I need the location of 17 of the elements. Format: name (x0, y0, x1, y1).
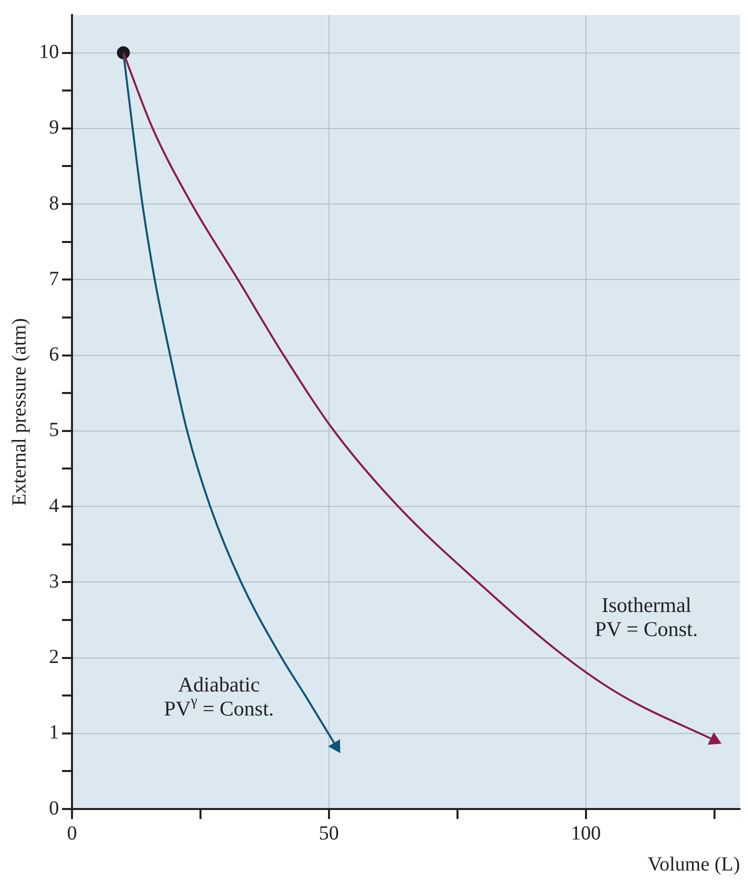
y-axis-title: External pressure (atm) (8, 318, 30, 506)
y-tick-label: 5 (49, 419, 59, 442)
y-tick-label: 3 (49, 570, 59, 592)
y-tick-label: 2 (49, 646, 59, 668)
y-tick-label: 7 (49, 268, 59, 290)
y-tick-label: 6 (49, 344, 59, 366)
annotation: Isothermal PV = Const. (594, 592, 698, 641)
y-tick-label: 8 (49, 192, 59, 214)
x-tick-label: 0 (67, 822, 77, 844)
y-tick-label: 10 (39, 41, 59, 64)
y-tick-label: 9 (49, 116, 59, 139)
y-tick-label: 4 (49, 494, 59, 517)
x-tick-label: 50 (318, 822, 339, 844)
y-tick-label: 1 (49, 722, 59, 744)
x-tick-label: 100 (570, 822, 601, 844)
x-axis-title: Volume (L) (648, 853, 740, 876)
y-tick-label: 0 (49, 797, 59, 820)
